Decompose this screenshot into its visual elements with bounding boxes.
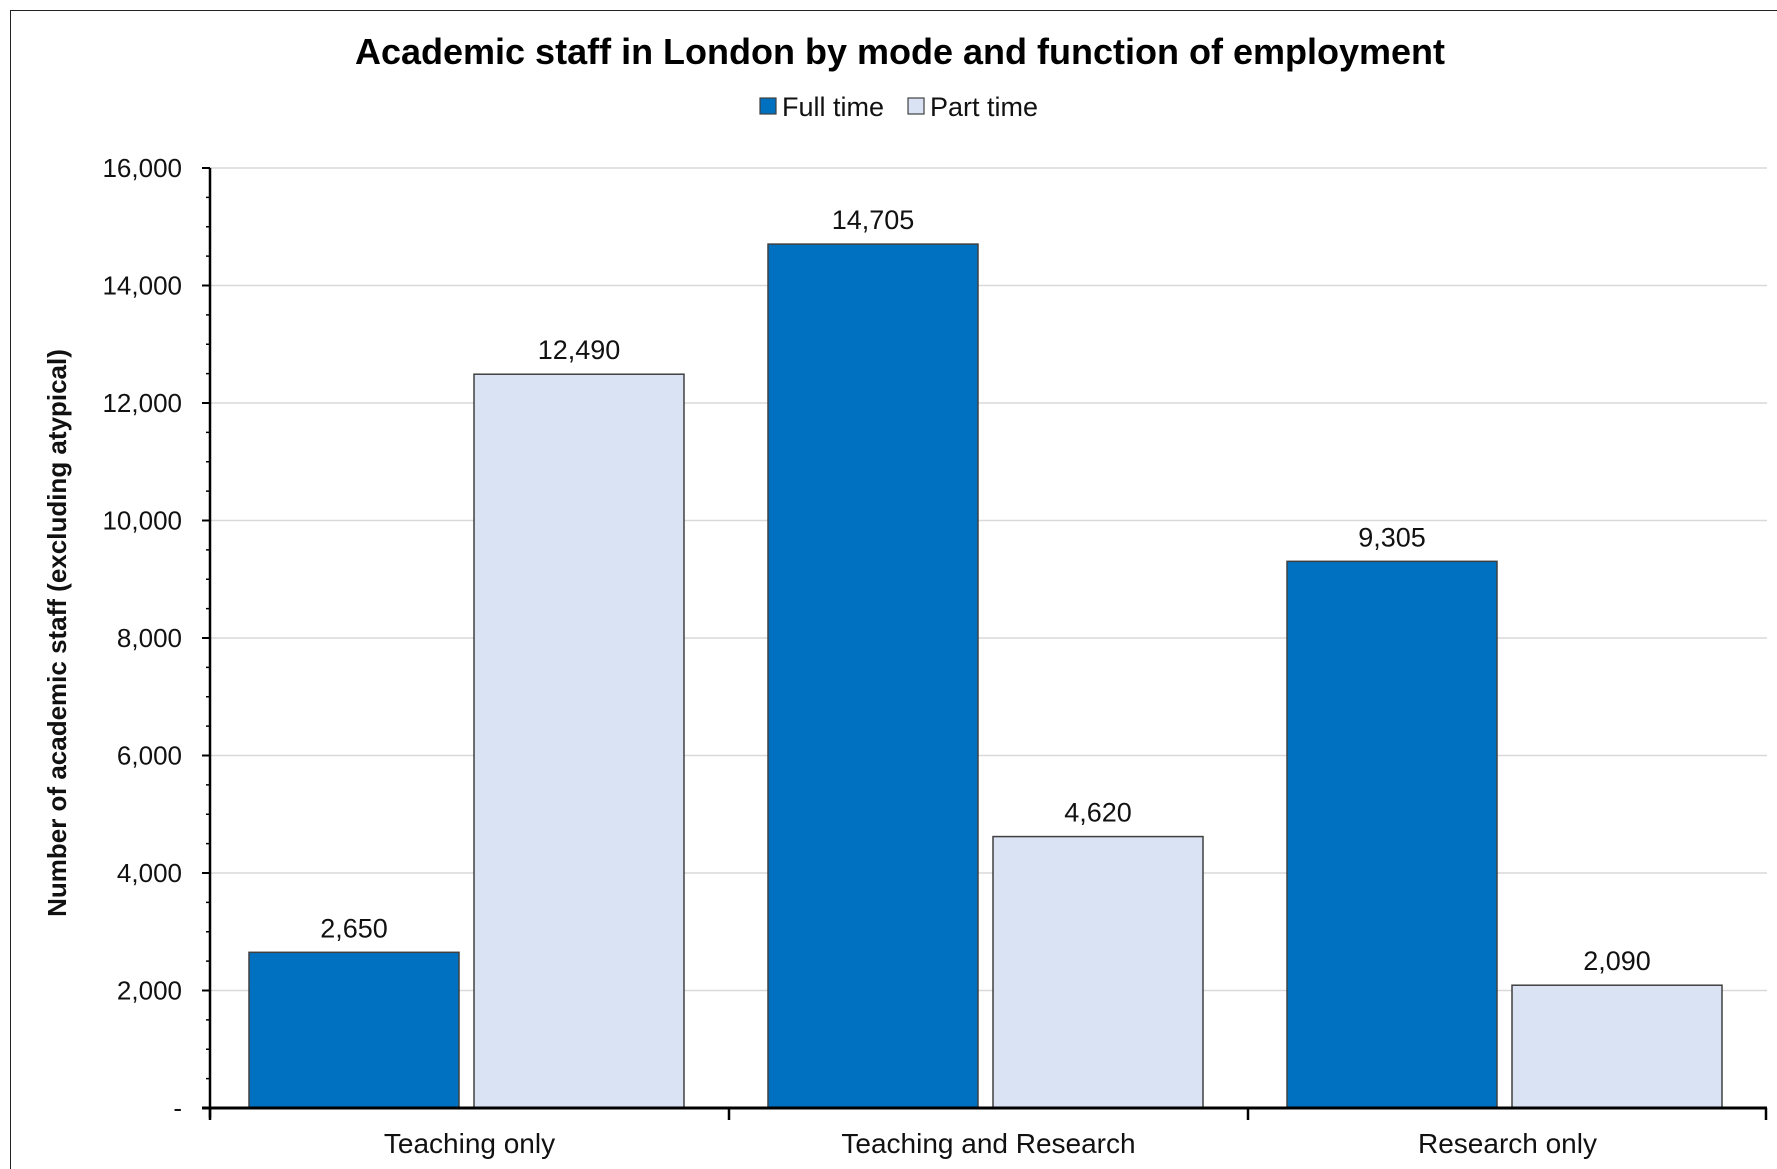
y-tick-label: 2,000	[117, 976, 182, 1006]
data-labels: 2,650 12,490 14,705 4,620 9,305 2,090	[320, 205, 1651, 976]
x-category-label: Teaching only	[384, 1128, 555, 1159]
y-axis-ticks: - 2,000 4,000 6,000 8,000 10,000 12,000 14,000 1…	[102, 153, 210, 1123]
y-tick-label: 4,000	[117, 858, 182, 888]
data-label-part-time: 4,620	[1064, 798, 1132, 828]
gridlines	[210, 167, 1767, 992]
bar-part-time	[1511, 984, 1723, 1109]
data-label-full-time: 9,305	[1358, 522, 1426, 552]
y-tick-label: 8,000	[117, 623, 182, 653]
y-tick-label: 16,000	[102, 153, 182, 183]
data-label-full-time: 14,705	[832, 205, 915, 235]
bar-part-time	[992, 835, 1204, 1109]
data-label-part-time: 2,090	[1583, 946, 1651, 976]
bar-full-time	[767, 243, 979, 1109]
y-tick-label: -	[173, 1093, 182, 1123]
bar-full-time	[248, 951, 460, 1109]
y-tick-label: 6,000	[117, 741, 182, 771]
legend-swatch-full-time	[759, 97, 777, 115]
legend-swatch-part-time	[907, 97, 925, 115]
data-label-full-time: 2,650	[320, 913, 388, 943]
y-tick-label: 14,000	[102, 271, 182, 301]
legend-label-full-time: Full time	[782, 92, 884, 122]
x-axis-ticks: Teaching only Teaching and Research Resear…	[208, 1108, 1768, 1159]
data-label-part-time: 12,490	[538, 335, 621, 365]
bar-part-time	[473, 373, 685, 1109]
x-category-label: Teaching and Research	[841, 1128, 1135, 1159]
bar-full-time	[1286, 560, 1498, 1109]
legend-label-part-time: Part time	[930, 92, 1038, 122]
x-category-label: Research only	[1418, 1128, 1597, 1159]
y-tick-label: 12,000	[102, 388, 182, 418]
y-tick-label: 10,000	[102, 506, 182, 536]
axes	[202, 168, 1767, 1118]
chart-title: Academic staff in London by mode and fun…	[355, 31, 1445, 72]
y-axis-label: Number of academic staff (excluding atyp…	[42, 349, 72, 917]
bars	[248, 243, 1723, 1109]
legend: Full time Part time	[759, 92, 1038, 122]
